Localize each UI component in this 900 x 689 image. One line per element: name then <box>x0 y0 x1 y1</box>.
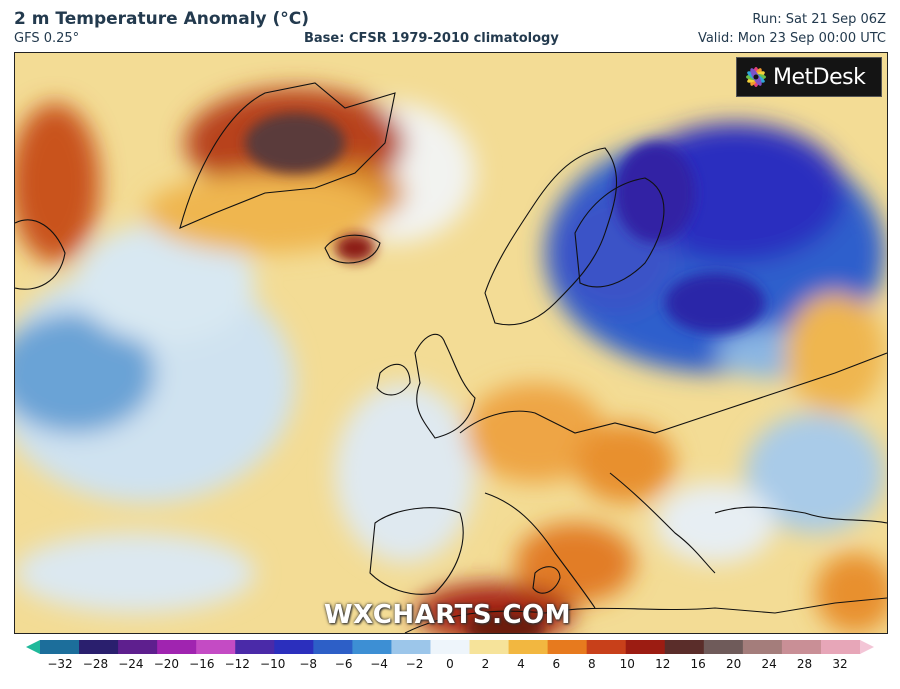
colorbar-cell <box>391 640 431 654</box>
colorbar-tick-label: 32 <box>832 657 848 671</box>
valid-time-label: Valid: Mon 23 Sep 00:00 UTC <box>697 31 886 46</box>
colorbar-tick-label: 16 <box>690 657 706 671</box>
colorbar-tick-label: −24 <box>118 657 144 671</box>
colorbar-min-arrow <box>26 640 40 654</box>
colorbar-cell <box>547 640 588 654</box>
colorbar-cell <box>469 640 510 654</box>
colorbar-cell <box>352 640 392 654</box>
colorbar-cell <box>235 640 275 654</box>
colorbar-tick-label: 10 <box>619 657 635 671</box>
colorbar-tick-label: −32 <box>47 657 73 671</box>
colorbar-cell <box>703 640 744 654</box>
colorbar-tick-label: 8 <box>587 657 596 671</box>
coastlines <box>15 82 887 633</box>
colorbar-cell <box>586 640 627 654</box>
colorbar-tick-label: −12 <box>224 657 250 671</box>
colorbar-cell <box>430 640 471 654</box>
colorbar-tick-label: 0 <box>446 657 454 671</box>
colorbar-tick-label: −10 <box>260 657 286 671</box>
colorbar-cell <box>79 640 119 654</box>
colorbar-tick-label: −20 <box>153 657 180 671</box>
colorbar-tick-label: 6 <box>552 657 561 671</box>
colorbar-tick-label: −16 <box>189 657 215 671</box>
colorbar-tick-label: −6 <box>334 657 353 671</box>
colorbar-tick-label: −2 <box>405 657 424 671</box>
colorbar-tick-label: 2 <box>481 657 490 671</box>
colorbar-tick-label: 24 <box>761 657 777 671</box>
temperature-anomaly-map[interactable] <box>14 52 888 634</box>
colorbar-cell <box>742 640 783 654</box>
metdesk-flower-icon <box>746 67 766 87</box>
logo-text: MetDesk <box>773 64 866 90</box>
run-time-label: Run: Sat 21 Sep 06Z <box>752 12 886 27</box>
colorbar-cell <box>781 640 822 654</box>
colorbar-cell <box>313 640 353 654</box>
colorbar-cell <box>118 640 158 654</box>
colorbar-cell <box>508 640 549 654</box>
colorbar <box>26 640 874 654</box>
colorbar-tick-label: 4 <box>517 657 525 671</box>
map-title: 2 m Temperature Anomaly (°C) <box>14 9 310 29</box>
colorbar-cell <box>274 640 314 654</box>
colorbar-tick-label: 12 <box>655 657 671 671</box>
colorbar-cell <box>196 640 236 654</box>
model-label: GFS 0.25° <box>14 31 80 46</box>
colorbar-cell <box>820 640 861 654</box>
colorbar-tick-label: 20 <box>725 657 742 671</box>
colorbar-tick-label: −28 <box>82 657 109 671</box>
metdesk-logo: MetDesk <box>736 57 882 97</box>
colorbar-tick-label: −4 <box>370 657 388 671</box>
colorbar-ticks: −32 −28 −24 −20 −16 −12 −10 −8 −6 −4 −2 0 2 4 6 8 10 12 16… <box>0 657 900 675</box>
watermark: WXCHARTS.COM <box>324 600 572 630</box>
colorbar-tick-label: −8 <box>299 657 318 671</box>
colorbar-cell <box>40 640 80 654</box>
colorbar-cell <box>664 640 705 654</box>
colorbar-tick-label: 28 <box>796 657 813 671</box>
climatology-base-label: Base: CFSR 1979-2010 climatology <box>304 31 559 46</box>
colorbar-cell <box>625 640 666 654</box>
colorbar-max-arrow <box>860 640 874 654</box>
map-canvas <box>15 53 887 633</box>
colorbar-cell <box>157 640 197 654</box>
